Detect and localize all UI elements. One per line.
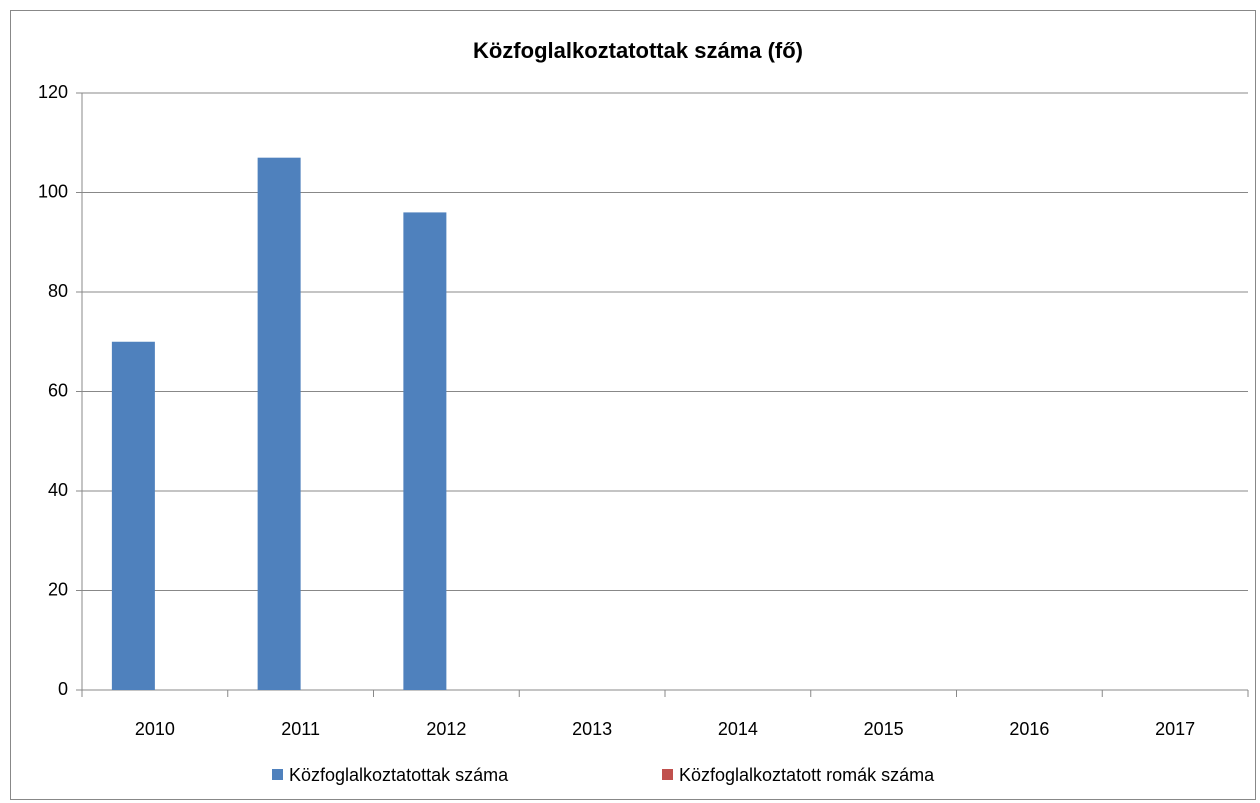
y-tick-label: 0	[58, 679, 68, 699]
y-tick-label: 60	[48, 380, 68, 400]
legend-swatch	[662, 769, 673, 780]
x-tick-label: 2016	[1009, 719, 1049, 739]
x-tick-label: 2010	[135, 719, 175, 739]
bar	[111, 341, 155, 690]
y-tick-label: 20	[48, 579, 68, 599]
bar	[403, 212, 447, 690]
x-tick-label: 2017	[1155, 719, 1195, 739]
chart-border	[10, 10, 1256, 800]
bar	[257, 157, 301, 691]
legend-label: Közfoglalkoztatottak száma	[289, 765, 509, 785]
y-tick-label: 40	[48, 480, 68, 500]
y-tick-label: 100	[38, 181, 68, 201]
legend-swatch	[272, 769, 283, 780]
x-tick-label: 2014	[718, 719, 758, 739]
x-tick-label: 2012	[426, 719, 466, 739]
x-tick-label: 2011	[281, 719, 320, 739]
y-tick-label: 80	[48, 281, 68, 301]
chart-title: Közfoglalkoztatottak száma (fő)	[473, 38, 803, 63]
x-tick-label: 2015	[864, 719, 904, 739]
y-tick-label: 120	[38, 82, 68, 102]
legend-label: Közfoglalkoztatott romák száma	[679, 765, 935, 785]
x-tick-label: 2013	[572, 719, 612, 739]
